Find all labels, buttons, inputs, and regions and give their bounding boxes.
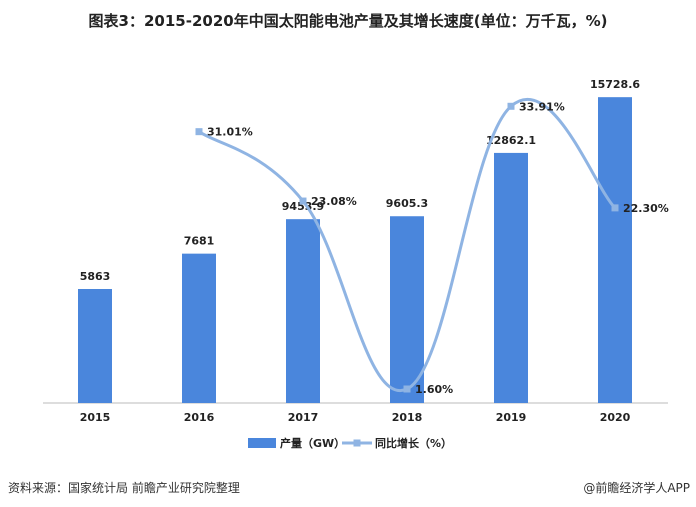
watermark: @前瞻经济学人APP [583,481,690,495]
bar-value-label: 15728.6 [590,78,640,91]
line-value-label: 23.08% [311,195,357,208]
bar [494,152,528,403]
x-tick-label: 2015 [80,411,111,424]
bar [286,219,320,403]
bar-value-label: 12862.1 [486,134,536,147]
legend-swatch-bar [248,438,276,448]
line-value-label: 22.30% [623,202,669,215]
legend-label-line: 同比增长（%） [375,436,452,450]
x-tick-label: 2018 [392,411,423,424]
bar-value-label: 5863 [80,270,111,283]
x-tick-label: 2020 [600,411,631,424]
source-note: 资料来源：国家统计局 前瞻产业研究院整理 [8,481,240,495]
x-tick-label: 2016 [184,411,215,424]
legend-marker-line [353,439,361,447]
bar-value-label: 7681 [184,235,215,248]
bar [78,288,112,403]
line-marker [403,385,411,393]
bar [598,97,632,404]
line-value-label: 1.60% [415,383,453,396]
chart-title: 图表3：2015-2020年中国太阳能电池产量及其增长速度(单位：万千瓦，%) [88,12,608,30]
line-marker [611,204,619,212]
chart: 2015 5863 2016 7681 2017 9453.9 2018 9605.3 2019… [43,78,669,450]
growth-line [198,97,617,393]
line-value-label: 33.91% [519,100,565,113]
x-tick-label: 2017 [288,411,319,424]
line-marker [507,102,515,110]
legend-label-bar: 产量（GW） [280,436,345,450]
line-marker [195,128,203,136]
bar-value-label: 9453.9 [282,200,324,213]
bar [182,253,216,403]
bar [390,216,424,403]
line-marker [299,197,307,205]
x-tick-label: 2019 [496,411,527,424]
line-value-label: 31.01% [207,126,253,139]
bar-value-label: 9605.3 [386,197,428,210]
